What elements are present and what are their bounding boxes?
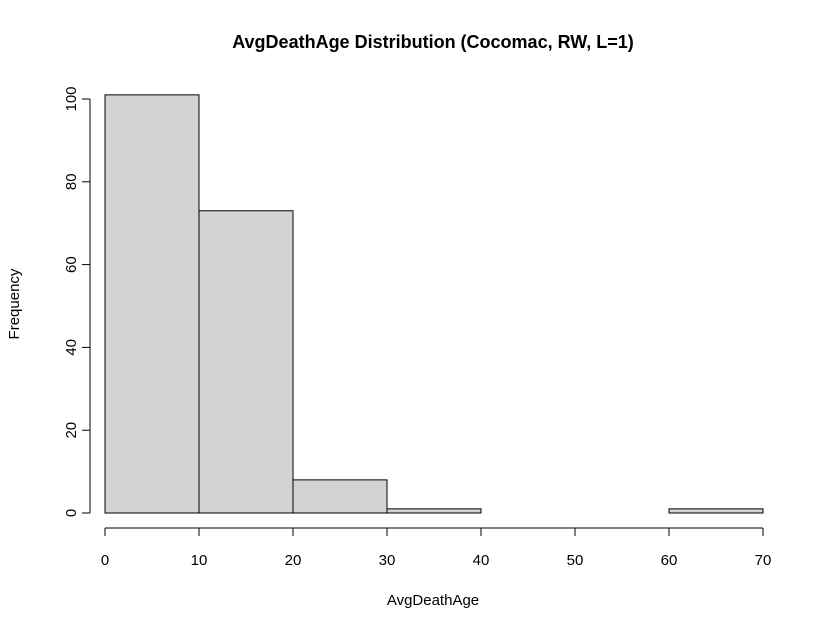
histogram-bar-0: [104, 94, 200, 514]
y-tick-label: 80: [63, 173, 80, 190]
histogram-bar-3: [386, 508, 482, 514]
y-tick-label: 100: [63, 86, 80, 111]
x-axis: 0 10 20 30 40 50 60 70: [101, 527, 772, 569]
x-tick-label: 60: [661, 552, 678, 569]
x-tick-label: 40: [473, 552, 490, 569]
histogram-bar-1: [198, 210, 294, 514]
histogram-bar-2: [292, 479, 388, 514]
chart-title: AvgDeathAge Distribution (Cocomac, RW, L…: [232, 32, 634, 52]
x-axis-label: AvgDeathAge: [387, 592, 479, 609]
y-tick-label: 20: [63, 422, 80, 439]
x-tick-label: 30: [379, 552, 396, 569]
bars-group: [104, 94, 764, 514]
x-tick-label: 20: [285, 552, 302, 569]
y-tick-label: 0: [63, 509, 80, 517]
histogram-bar-6: [668, 508, 764, 514]
x-tick-label: 50: [567, 552, 584, 569]
y-axis-label: Frequency: [6, 268, 23, 339]
x-tick-label: 70: [755, 552, 772, 569]
y-tick-label: 40: [63, 339, 80, 356]
y-tick-label: 60: [63, 256, 80, 273]
x-tick-label: 10: [191, 552, 208, 569]
y-axis: 0 20 40 60 80 100: [63, 86, 91, 517]
x-tick-label: 0: [101, 552, 109, 569]
